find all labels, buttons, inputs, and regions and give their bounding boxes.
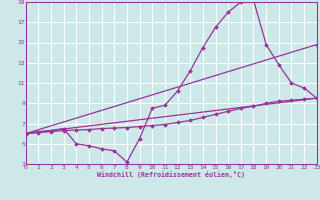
X-axis label: Windchill (Refroidissement éolien,°C): Windchill (Refroidissement éolien,°C)	[97, 171, 245, 178]
